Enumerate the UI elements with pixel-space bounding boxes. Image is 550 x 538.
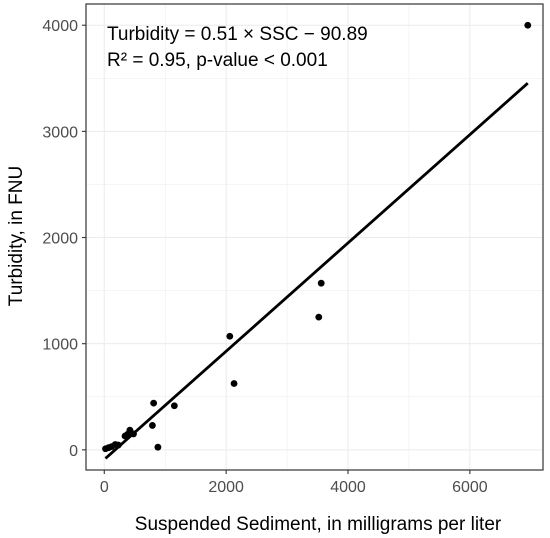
x-tick-label: 0 xyxy=(100,479,109,496)
y-axis-ticks: 0 1000 2000 3000 4000 xyxy=(42,18,86,460)
y-tick-label: 1000 xyxy=(42,337,78,354)
y-tick-label: 4000 xyxy=(42,18,78,35)
data-point xyxy=(524,21,532,29)
y-tick-label: 0 xyxy=(69,443,78,460)
data-point xyxy=(149,422,156,429)
data-point xyxy=(226,332,234,340)
annotation-r-squared: R² = 0.95, p-value < 0.001 xyxy=(107,50,328,71)
x-axis-ticks: 0 2000 4000 6000 xyxy=(100,470,488,496)
x-tick-label: 4000 xyxy=(330,479,366,496)
grid xyxy=(86,4,543,470)
data-point xyxy=(170,402,178,410)
data-point xyxy=(154,443,162,451)
data-point xyxy=(150,399,158,407)
data-point xyxy=(315,313,323,321)
data-point xyxy=(317,279,325,287)
data-points xyxy=(102,21,532,453)
y-axis-title: Turbidity, in FNU xyxy=(6,166,27,306)
data-point xyxy=(114,441,122,449)
data-point xyxy=(230,380,238,387)
y-tick-label: 2000 xyxy=(42,231,78,248)
data-point xyxy=(130,430,137,438)
x-tick-label: 6000 xyxy=(452,479,488,496)
regression-line-group xyxy=(104,82,529,460)
regression-line xyxy=(104,82,529,460)
y-tick-label: 3000 xyxy=(42,124,78,141)
x-axis-title: Suspended Sediment, in milligrams per li… xyxy=(135,514,502,535)
x-tick-label: 2000 xyxy=(208,479,244,496)
annotation-equation: Turbidity = 0.51 × SSC − 90.89 xyxy=(107,24,368,45)
